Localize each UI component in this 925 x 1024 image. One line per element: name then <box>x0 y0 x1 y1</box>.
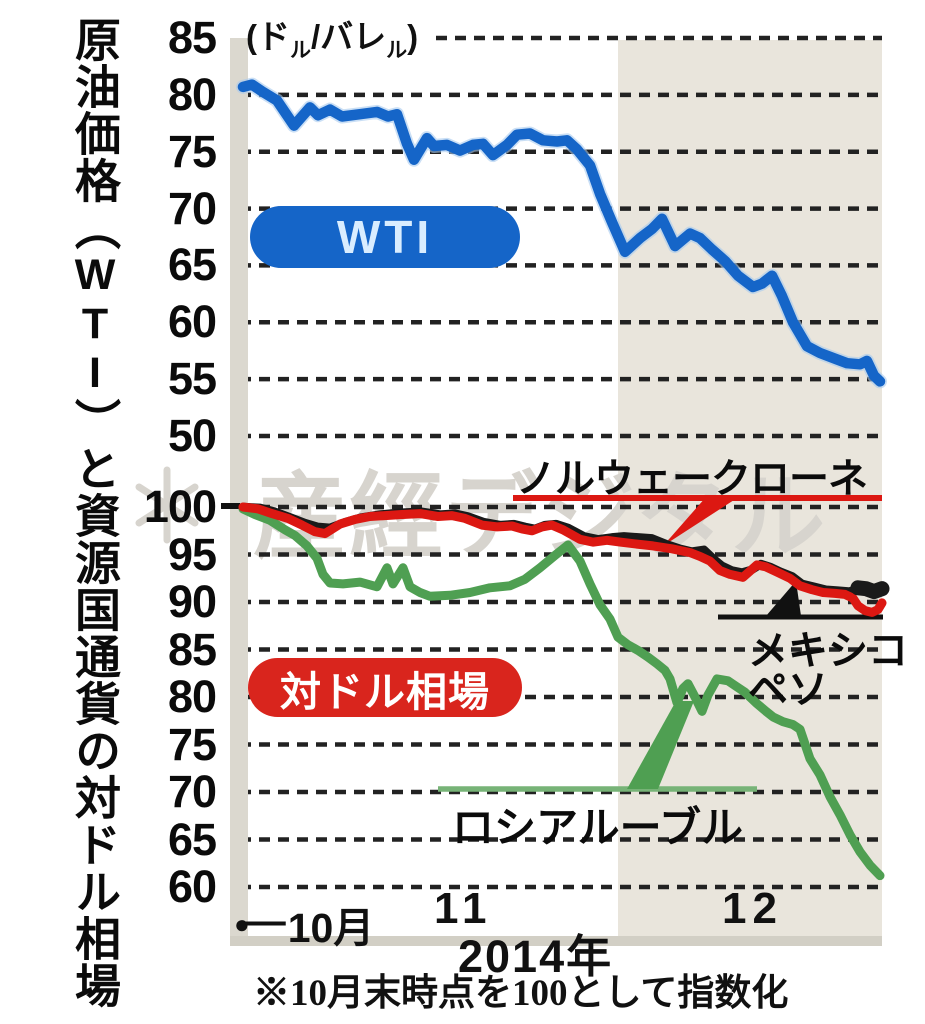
mexican-peso-label-line1: メキシコ <box>748 629 908 673</box>
index-footnote: ※10月末時点を100として指数化 <box>253 973 789 1014</box>
y-axis-label-top-80: 80 <box>167 68 217 120</box>
x-axis-year-label: 2014年 <box>458 931 614 982</box>
y-axis-label-bottom-85: 85 <box>167 623 217 675</box>
unit-dollar-small: ル <box>290 39 311 62</box>
unit-barrel-small: ル <box>386 39 408 62</box>
y-axis-label-bottom-95: 95 <box>167 528 217 580</box>
watermark-logo-icon <box>135 466 199 544</box>
title-text-pre: 原油価格 <box>69 16 121 204</box>
y-axis-label-top-85: 85 <box>167 12 217 63</box>
wti-line <box>237 79 886 387</box>
x-tick-november: 11 <box>434 884 493 933</box>
krone-line <box>238 502 887 617</box>
start-dot-icon: ● <box>234 909 250 939</box>
y-axis-label-bottom-80: 80 <box>167 671 217 722</box>
y-axis-label-bottom-65: 65 <box>167 813 217 865</box>
title-text-post: と資源国通貨の対ドル相場 <box>69 445 121 1009</box>
ruble-line <box>238 504 885 881</box>
wti-series-badge: WTI <box>250 206 520 268</box>
unit-barrel: バレ <box>320 18 387 55</box>
y-axis-line <box>230 38 248 937</box>
y-axis-label-top-50: 50 <box>167 409 217 461</box>
tick-100 <box>221 503 240 509</box>
y-axis-label-bottom-90: 90 <box>167 576 217 627</box>
unit-open-paren: ( <box>246 18 257 55</box>
x-axis-line <box>230 936 882 946</box>
x-tick-december: 12 <box>722 884 783 933</box>
wti-badge-label: WTI <box>336 211 434 263</box>
y-axis-label-top-70: 70 <box>167 182 217 234</box>
russian-ruble-label: ロシアルーブル <box>452 804 744 851</box>
y-axis-unit-label: (ドル/バレル) <box>246 10 418 64</box>
title-paren-open: （ <box>69 204 121 251</box>
usd-rate-badge: 対ドル相場 <box>248 658 522 717</box>
unit-dollar: ド <box>257 18 290 55</box>
peso-end-marker <box>850 580 890 600</box>
y-axis-label-bottom-100: 100 <box>143 481 217 532</box>
usd-badge-label: 対ドル相場 <box>280 668 490 715</box>
y-axis-label-top-60: 60 <box>167 296 217 348</box>
unit-slash: / <box>311 18 321 55</box>
y-axis-label-top-75: 75 <box>167 125 217 177</box>
x-axis-start-marker: ● ― 10月 <box>234 894 374 954</box>
y-axis-label-bottom-60: 60 <box>167 861 217 912</box>
y-axis-label-top-65: 65 <box>167 239 217 291</box>
title-paren-close: ） <box>69 398 121 445</box>
mexican-peso-label-line2: ペソ <box>748 668 828 712</box>
x-tick-october: 10月 <box>287 905 375 951</box>
unit-close-paren: ) <box>407 18 419 55</box>
norwegian-krone-label: ノルウェークローネ <box>516 457 868 501</box>
y-axis-label-top-55: 55 <box>167 353 217 405</box>
ruble-pointer-icon <box>627 701 694 789</box>
krone-pointer-icon <box>663 497 734 546</box>
title-wti: WTI <box>71 251 119 398</box>
start-dash-icon: ― <box>245 898 286 943</box>
page-title: 原油価格（WTI）と資源国通貨の対ドル相場 <box>6 16 121 1016</box>
y-axis-label-bottom-75: 75 <box>167 718 217 770</box>
y-axis-label-bottom-70: 70 <box>167 766 217 817</box>
peso-arrow-icon <box>766 581 801 616</box>
